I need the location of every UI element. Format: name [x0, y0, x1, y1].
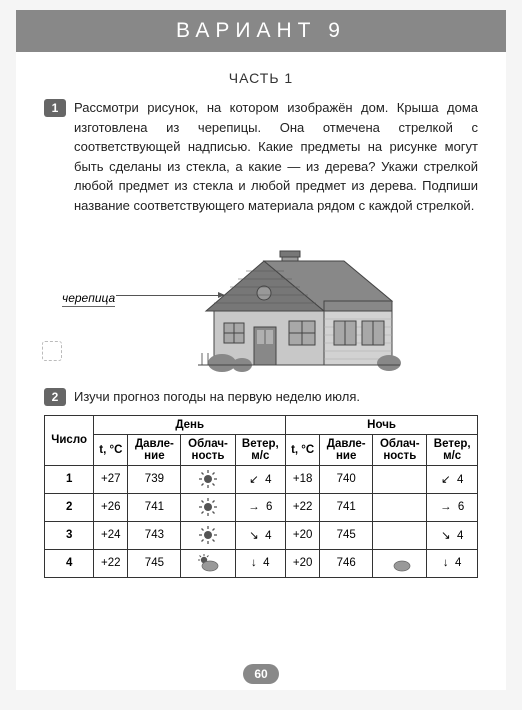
variant-header: ВАРИАНТ 9 [16, 10, 506, 52]
col-night-cloud: Облач- ность [373, 434, 427, 465]
task-number-1: 1 [44, 99, 66, 117]
weather-table: Число День Ночь t, °C Давле- ние Облач- … [44, 415, 478, 578]
cloud-icon [373, 521, 427, 549]
col-day: День [94, 415, 286, 434]
task-2: 2 Изучи прогноз погоды на первую неделю … [44, 387, 478, 407]
cloud-icon [181, 465, 235, 493]
cloud-icon [181, 549, 235, 577]
part-title: ЧАСТЬ 1 [44, 70, 478, 86]
cloud-icon [181, 521, 235, 549]
page-number: 60 [243, 664, 279, 684]
col-night-t: t, °C [286, 434, 320, 465]
table-row: 2+26741→ 6+22741→ 6 [45, 493, 478, 521]
cloud-icon [373, 549, 427, 577]
house-figure: черепица [44, 223, 478, 373]
col-day-cloud: Облач- ность [181, 434, 235, 465]
cloud-icon [373, 493, 427, 521]
col-night-pressure: Давле- ние [320, 434, 373, 465]
task-2-text: Изучи прогноз погоды на первую неделю ию… [74, 387, 360, 407]
task-1: 1 Рассмотри рисунок, на котором изображё… [44, 98, 478, 215]
cloud-icon [181, 493, 235, 521]
dotted-answer-box [42, 341, 62, 361]
table-row: 3+24743↘ 4+20745↘ 4 [45, 521, 478, 549]
col-day-pressure: Давле- ние [128, 434, 181, 465]
col-day-wind: Ветер, м/с [235, 434, 286, 465]
table-row: 4+22745↓ 4+20746↓ 4 [45, 549, 478, 577]
task-number-2: 2 [44, 388, 66, 406]
table-row: 1+27739↙ 4+18740↙ 4 [45, 465, 478, 493]
house-illustration [194, 233, 404, 373]
col-day-t: t, °C [94, 434, 128, 465]
task-1-text: Рассмотри рисунок, на котором изображён … [74, 98, 478, 215]
col-night: Ночь [286, 415, 478, 434]
roof-material-label: черепица [62, 291, 115, 307]
col-number: Число [45, 415, 94, 465]
cloud-icon [373, 465, 427, 493]
col-night-wind: Ветер, м/с [427, 434, 478, 465]
